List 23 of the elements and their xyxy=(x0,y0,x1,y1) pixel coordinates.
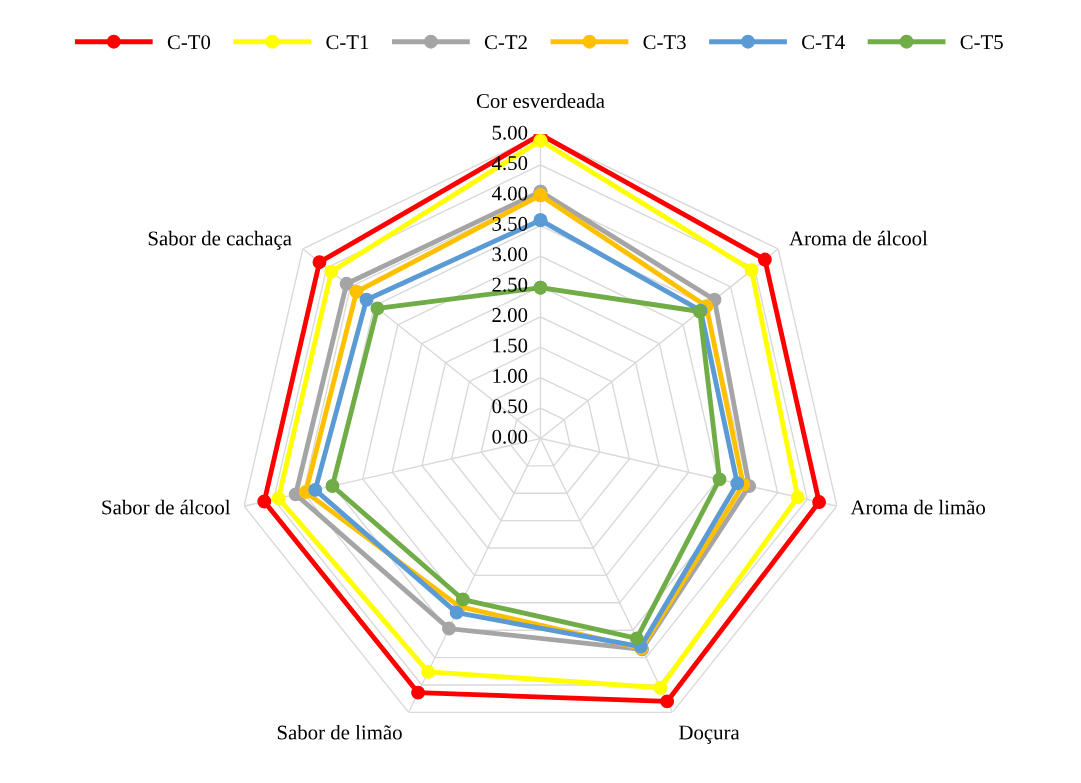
y-tick-label: 2.50 xyxy=(492,277,528,292)
y-tick-label: 3.50 xyxy=(492,216,528,231)
spoke-label: Aroma de limão xyxy=(850,499,985,515)
y-tick-label: 2.00 xyxy=(492,308,528,323)
spoke-label: Aroma de álcool xyxy=(789,230,928,246)
y-tick-label: 1.50 xyxy=(493,338,528,353)
y-tick-label: 0.00 xyxy=(492,429,528,444)
spoke-label: Sabor de limão xyxy=(277,724,402,740)
y-tick-label: 0.50 xyxy=(492,399,528,414)
y-tick-label: 3.00 xyxy=(492,247,528,262)
legend-label: C-T1 xyxy=(326,35,369,50)
legend-label: C-T2 xyxy=(484,35,527,50)
spoke-label: Cor esverdeada xyxy=(476,93,605,109)
legend-label: C-T3 xyxy=(643,35,686,50)
spoke-label: Doçura xyxy=(679,725,740,744)
y-tick-label: 1.00 xyxy=(493,368,528,383)
y-tick-label: 5.00 xyxy=(492,125,528,140)
legend-label: C-T4 xyxy=(802,35,845,50)
spoke-label: Sabor de cachaça xyxy=(148,230,292,250)
legend-label: C-T5 xyxy=(960,35,1003,50)
legend-label: C-T0 xyxy=(167,35,211,50)
spoke-label: Sabor de álcool xyxy=(102,499,231,515)
y-tick-label: 4.00 xyxy=(491,186,528,201)
